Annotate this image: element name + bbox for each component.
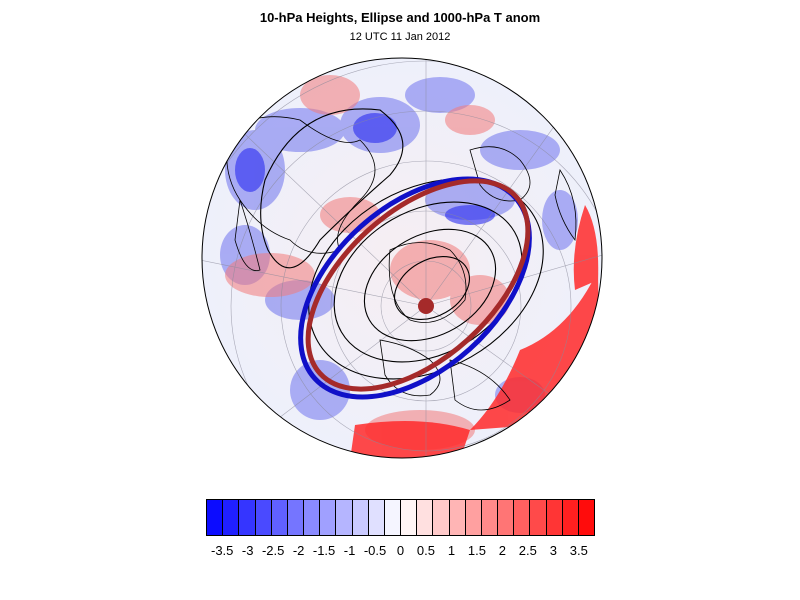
colorbar-tick-label: -3	[241, 543, 254, 558]
colorbar-tick-label: -2	[292, 543, 305, 558]
plot-title: 10-hPa Heights, Ellipse and 1000-hPa T a…	[259, 10, 541, 25]
colorbar-cell	[449, 500, 466, 535]
colorbar-tick-label: 1	[447, 543, 456, 558]
colorbar	[206, 499, 595, 536]
colorbar-tick-label: 3	[549, 543, 557, 558]
colorbar-tick-label: 0	[396, 543, 405, 558]
colorbar-cell	[368, 500, 385, 535]
colorbar-cell	[336, 500, 353, 535]
colorbar-tick-label: 1.5	[467, 543, 486, 558]
dark-red-ellipse	[305, 178, 531, 392]
colorbar-tick-label: -3.5	[211, 543, 234, 558]
colorbar-cell	[401, 500, 418, 535]
colorbar-cell	[384, 500, 402, 535]
map-field	[202, 58, 602, 458]
colorbar-cell	[255, 500, 272, 535]
colorbar-cell	[498, 500, 515, 535]
colorbar-cell	[546, 500, 563, 535]
colorbar-cell	[465, 500, 482, 535]
colorbar-tick-label: -2.5	[261, 543, 285, 558]
colorbar-cell	[304, 500, 321, 535]
colorbar-cell	[530, 500, 547, 535]
colorbar-cell	[514, 500, 531, 535]
graticule	[202, 58, 602, 458]
colorbar-tick-label: 0.5	[416, 543, 436, 558]
strong-cold-patches	[235, 113, 495, 225]
globe-outline	[201, 57, 603, 459]
colorbar-cell	[481, 500, 499, 535]
colorbar-tick-label: 2.5	[518, 543, 537, 558]
colorbar-tick-label: -1.5	[312, 543, 336, 558]
colorbar-tick-label: 2	[498, 543, 506, 558]
colorbar-labels: -3.5 -3 -2.5 -2 -1.5 -1 -0.5 0 0.5 1 1.5 2 2.5 3 3.5	[0, 543, 800, 563]
colorbar-cell	[433, 500, 450, 535]
colorbar-tick-label: 3.5	[569, 543, 588, 558]
colorbar-cell	[352, 500, 369, 535]
plot-subtitle: 12 UTC 11 Jan 2012	[349, 31, 451, 43]
colorbar-tick-label: -1	[343, 543, 356, 558]
colorbar-cell	[239, 500, 256, 535]
colorbar-cell	[271, 500, 288, 535]
colorbar-cell	[207, 500, 224, 535]
colorbar-cell	[417, 500, 434, 535]
ellipse-center-marker	[418, 298, 434, 314]
colorbar-cell	[223, 500, 240, 535]
colorbar-tick-label: -0.5	[363, 543, 387, 558]
colorbar-cell	[578, 500, 595, 535]
colorbar-cell	[562, 500, 579, 535]
colorbar-cell	[287, 500, 305, 535]
colorbar-cell	[320, 500, 337, 535]
